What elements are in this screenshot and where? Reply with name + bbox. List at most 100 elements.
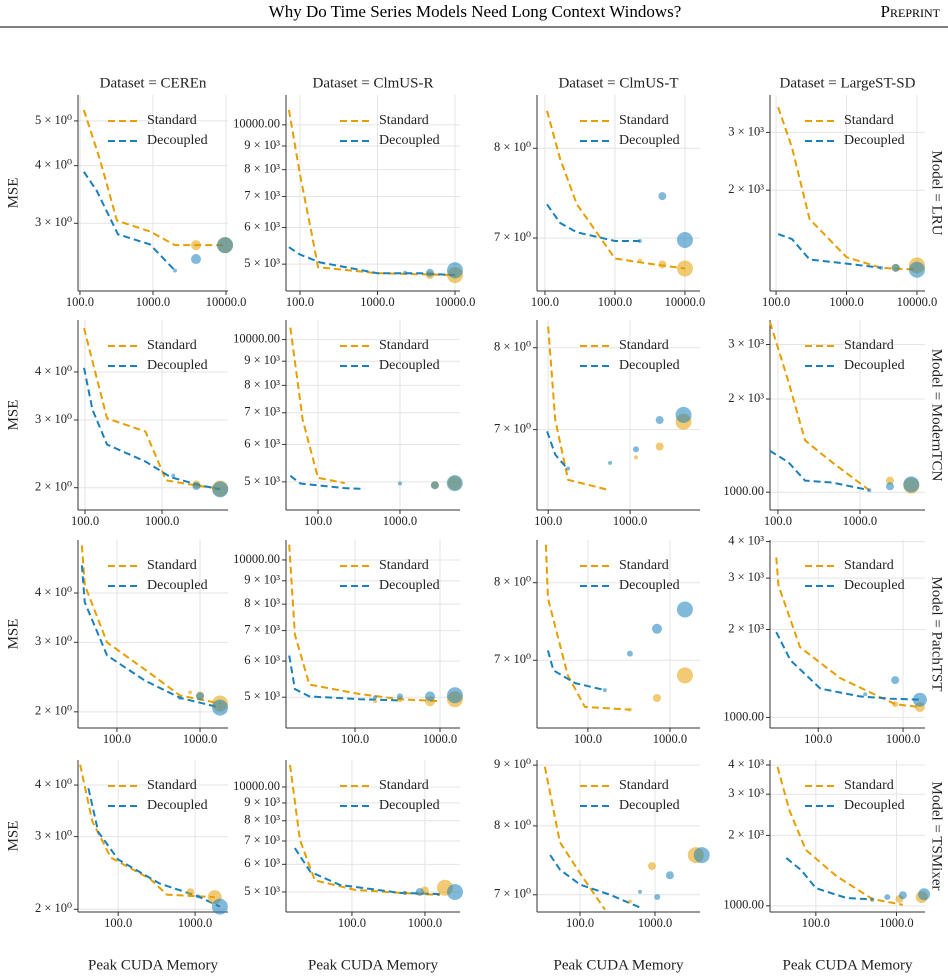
point [217,237,234,254]
y-tick-label: 2 × 10³ [728,391,764,405]
x-tick-label: 100.0 [103,732,131,746]
y-tick-label: 4 × 10⁰ [35,585,72,599]
y-tick-label: 4 × 10³ [728,757,764,771]
legend-label: Decoupled [844,798,905,813]
y-tick-label: 4 × 10⁰ [35,777,72,791]
x-tick-label: 1000.0 [408,916,442,930]
y-tick-label: 5 × 10³ [244,474,280,488]
point [898,891,907,900]
y-tick-label: 10000.00 [233,779,280,793]
point [212,699,229,716]
x-tick-label: 1000.0 [638,916,672,930]
y-tick-label: 1000.00 [723,484,764,498]
x-tick-label: 1000.0 [598,295,632,309]
point [211,898,228,915]
y-tick-label: 7 × 10⁰ [494,652,531,666]
x-tick-label: 10000.0 [897,295,938,309]
x-tick-label: 100.0 [304,514,332,528]
point [608,460,613,465]
x-tick-label: 1000.0 [183,732,217,746]
point [373,695,378,700]
legend-label: Decoupled [379,358,440,373]
point [891,263,900,272]
legend-label: Decoupled [379,133,440,148]
point [195,894,200,899]
point [396,693,403,700]
point [627,899,632,904]
y-tick-label: 6 × 10³ [244,653,280,667]
y-tick-label: 9 × 10³ [244,138,280,152]
point [192,482,201,491]
y-tick-label: 1000.00 [723,709,764,723]
x-tick-label: 100.0 [531,295,559,309]
x-tick-label: 1000.0 [879,916,913,930]
point [655,416,664,425]
point [637,258,642,263]
point [188,690,193,695]
point [879,265,884,270]
point [196,692,205,701]
series-line [289,327,345,485]
point [373,699,378,704]
x-tick-label: 10000.0 [665,295,706,309]
point [867,488,872,493]
legend-label: Standard [844,558,894,573]
point [446,687,463,704]
point [638,889,643,894]
series-line [547,326,611,492]
y-tick-label: 2 × 10⁰ [35,480,72,494]
y-tick-label: 5 × 10³ [244,884,280,898]
y-tick-label: 9 × 10³ [244,353,280,367]
x-tick-label: 1000.0 [829,295,863,309]
series-line [83,367,221,491]
y-tick-label: 8 × 10⁰ [494,575,531,589]
y-tick-label: 2 × 10⁰ [35,704,72,718]
legend-label: Decoupled [619,578,680,593]
y-tick-label: 9 × 10³ [244,573,280,587]
legend-label: Decoupled [147,133,208,148]
point [425,691,436,702]
series-line [543,766,606,911]
series-line [80,545,221,705]
point [654,893,661,900]
series-line [288,544,441,703]
series-line [287,109,456,277]
panel-title: Dataset = ClmUS-R [313,75,434,91]
legend-label: Standard [379,113,429,128]
x-axis-label: Peak CUDA Memory [88,957,218,973]
legend-label: Decoupled [619,133,680,148]
y-tick-label: 7 × 10³ [244,405,280,419]
panel-title: Dataset = LargeST-SD [780,75,916,91]
legend-label: Standard [844,338,894,353]
series-line [776,766,904,906]
point [658,192,667,201]
x-tick-label: 100.0 [764,514,792,528]
y-tick-label: 8 × 10³ [244,377,280,391]
y-tick-label: 3 × 10⁰ [35,828,72,842]
y-tick-label: 3 × 10³ [728,786,764,800]
point [903,476,920,493]
point [892,701,899,708]
point [403,270,408,275]
series-line [82,109,226,247]
point [912,692,927,707]
x-axis-label: Peak CUDA Memory [554,957,684,973]
series-line [87,788,221,908]
y-tick-label: 8 × 10³ [244,596,280,610]
point [693,847,710,864]
row-label: Model = ModernTCN [929,349,945,482]
series-line [769,321,870,492]
y-tick-label: 7 × 10⁰ [494,887,531,901]
series-line [289,475,365,490]
point [190,240,201,251]
series-line [83,327,221,490]
series-line [83,171,176,272]
y-tick-label: 3 × 10⁰ [35,215,72,229]
point [651,623,662,634]
x-tick-label: 1000.0 [360,295,394,309]
legend-label: Decoupled [379,798,440,813]
y-axis-label: MSE [5,178,21,209]
y-tick-label: 10000.00 [233,552,280,566]
row-label: Model = LRU [929,150,945,235]
x-tick-label: 1000.0 [178,916,212,930]
